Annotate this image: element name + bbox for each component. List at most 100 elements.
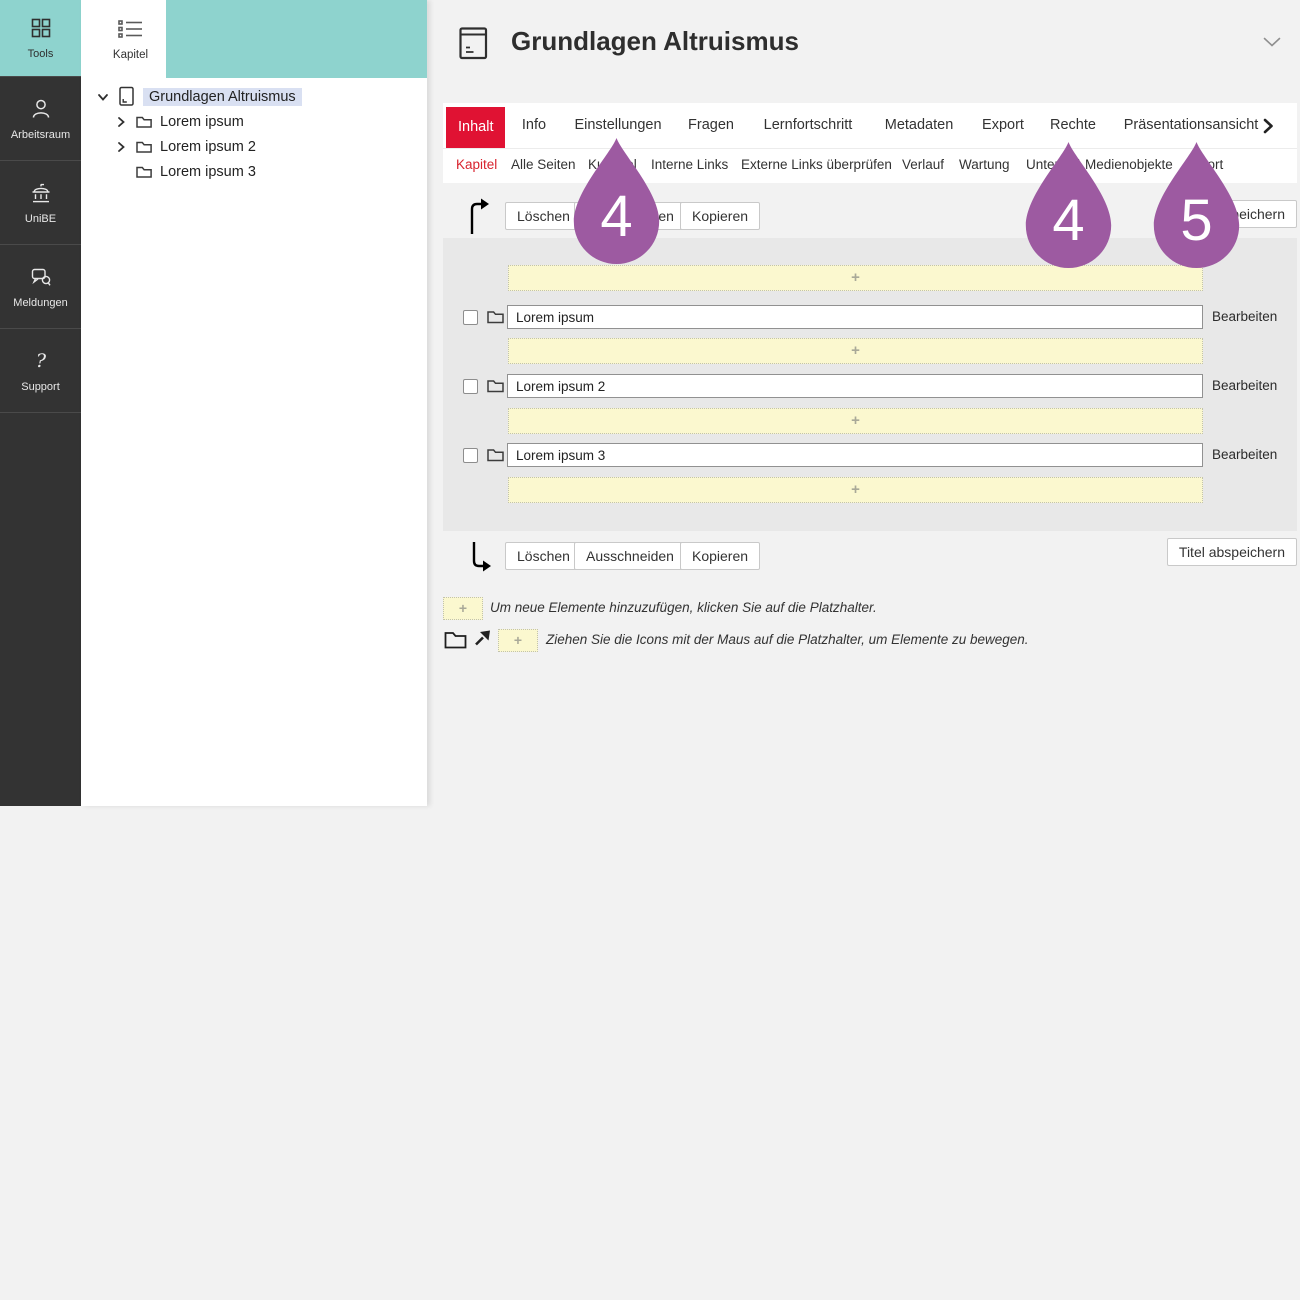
subtab-medienobjekte[interactable]: Medienobjekte [1085,157,1173,172]
insert-placeholder[interactable]: + [508,338,1203,364]
chapter-title-input[interactable] [507,374,1203,398]
university-icon [32,183,49,202]
teardrop-shape [1025,141,1112,269]
chapter-editor-box: + Bearbeiten + Bearbeiten + Bearbeiten + [443,238,1297,531]
folder-icon[interactable] [486,308,505,330]
tree-row-root[interactable]: Grundlagen Altruismus [81,84,427,109]
tab-export[interactable]: Export [982,117,1024,133]
tab-strip: Inhalt Info Einstellungen Fragen Lernfor… [443,103,1297,183]
chapter-title-input[interactable] [507,305,1203,329]
sidebar-item-unibe[interactable]: UniBE [0,161,81,245]
help-text-move: Ziehen Sie die Icons mit der Maus auf di… [546,632,1029,647]
svg-text:?: ? [35,350,46,372]
insert-placeholder[interactable]: + [508,265,1203,291]
chapter-row: Bearbeiten [443,305,1297,329]
collapse-chevron-icon[interactable] [1263,37,1281,48]
insert-placeholder[interactable]: + [508,477,1203,503]
sub-tabs: Kapitel Alle Seiten Kurztitel Interne Li… [443,149,1297,183]
chevron-right-icon[interactable] [115,141,128,153]
sidebar-item-label: UniBE [24,212,57,225]
drag-arrow-icon [475,630,490,646]
chapter-tree: Grundlagen Altruismus Lorem ipsum Lo [81,84,427,184]
learning-module-title-icon [459,27,488,60]
marker-number: 4 [600,184,633,249]
sidebar-item-label: Tools [27,48,54,60]
folder-icon [135,164,153,179]
subtab-alle-seiten[interactable]: Alle Seiten [511,157,576,172]
folder-icon [135,114,153,129]
marker-number: 5 [1180,188,1213,253]
copy-button-bottom[interactable]: Kopieren [680,542,761,570]
plus-icon: + [851,412,860,429]
placeholder-sample-chip: + [498,629,538,652]
sidebar-item-tools[interactable]: Tools [0,0,81,77]
plus-icon: + [458,600,468,616]
folder-icon [444,632,467,649]
edit-link[interactable]: Bearbeiten [1212,378,1278,393]
person-icon [32,99,49,118]
panel-tab-label: Kapitel [112,48,149,61]
subtab-kapitel[interactable]: Kapitel [456,157,498,172]
question-icon: ? [35,350,46,372]
delete-button-top[interactable]: Löschen [505,202,582,230]
save-titles-button-bottom[interactable]: Titel abspeichern [1166,538,1297,566]
cut-button-bottom[interactable]: Ausschneiden [574,542,686,570]
teardrop-shape [573,137,660,265]
tree-item-label[interactable]: Lorem ipsum [160,113,244,130]
sidebar-item-meldungen[interactable]: Meldungen [0,245,81,329]
move-target-down-icon [472,542,491,572]
chapter-row: Bearbeiten [443,374,1297,398]
edit-link[interactable]: Bearbeiten [1212,309,1278,324]
subtab-verlauf[interactable]: Verlauf [902,157,945,172]
tab-kapitel-panel[interactable]: Kapitel [95,0,166,78]
sidebar-item-label: Arbeitsraum [10,128,71,141]
annotation-marker-4-rechte: 4 [1020,140,1117,270]
grid-icon [31,18,50,38]
tab-einstellungen[interactable]: Einstellungen [574,117,662,133]
tab-praesentationsansicht[interactable]: Präsentationsansicht [1123,117,1259,133]
tree-item-label[interactable]: Grundlagen Altruismus [143,87,302,106]
chapter-row: Bearbeiten [443,443,1297,467]
plus-icon: + [851,269,860,286]
copy-button-top[interactable]: Kopieren [680,202,761,230]
app-rail: Tools Arbeitsraum UniBE Meldungen ? S [0,0,81,806]
tab-info[interactable]: Info [521,117,547,133]
edit-link[interactable]: Bearbeiten [1212,447,1278,462]
main-tabs: Inhalt Info Einstellungen Fragen Lernfor… [443,103,1297,149]
folder-icon[interactable] [486,377,505,399]
panel-header-bar [166,0,427,78]
plus-icon: + [851,342,860,359]
tree-item-label[interactable]: Lorem ipsum 3 [160,163,256,180]
sidebar-item-arbeitsraum[interactable]: Arbeitsraum [0,77,81,161]
tab-metadaten[interactable]: Metadaten [884,117,954,133]
folder-icon[interactable] [486,446,505,468]
tree-row-child[interactable]: Lorem ipsum 3 [81,159,427,184]
chevron-down-icon[interactable] [97,91,110,103]
tree-item-label[interactable]: Lorem ipsum 2 [160,138,256,155]
row-checkbox[interactable] [463,379,478,394]
tab-fragen[interactable]: Fragen [688,117,734,133]
insert-placeholder[interactable]: + [508,408,1203,434]
row-checkbox[interactable] [463,448,478,463]
chevron-right-icon[interactable] [115,116,128,128]
chevron-right-icon[interactable] [1262,118,1274,134]
tree-row-child[interactable]: Lorem ipsum [81,109,427,134]
annotation-marker-5-praesentationsansicht: 5 [1148,140,1245,270]
sidebar-item-label: Meldungen [13,296,68,309]
delete-button-bottom[interactable]: Löschen [505,542,582,570]
subtab-wartung[interactable]: Wartung [959,157,1010,172]
sidebar-item-support[interactable]: ? Support [0,329,81,413]
tab-inhalt[interactable]: Inhalt [446,107,506,148]
row-checkbox[interactable] [463,310,478,325]
placeholder-sample-chip: + [443,597,483,620]
tab-rechte[interactable]: Rechte [1050,117,1096,133]
subtab-interne-links[interactable]: Interne Links [651,157,729,172]
plus-icon: + [513,632,523,648]
tab-lernfortschritt[interactable]: Lernfortschritt [763,117,853,133]
tree-row-child[interactable]: Lorem ipsum 2 [81,134,427,159]
chat-icon [31,268,51,286]
subtab-externe-links[interactable]: Externe Links überprüfen [741,157,892,172]
plus-icon: + [851,481,860,498]
structure-panel: Kapitel Grundlagen Altruismus [81,0,427,806]
chapter-title-input[interactable] [507,443,1203,467]
